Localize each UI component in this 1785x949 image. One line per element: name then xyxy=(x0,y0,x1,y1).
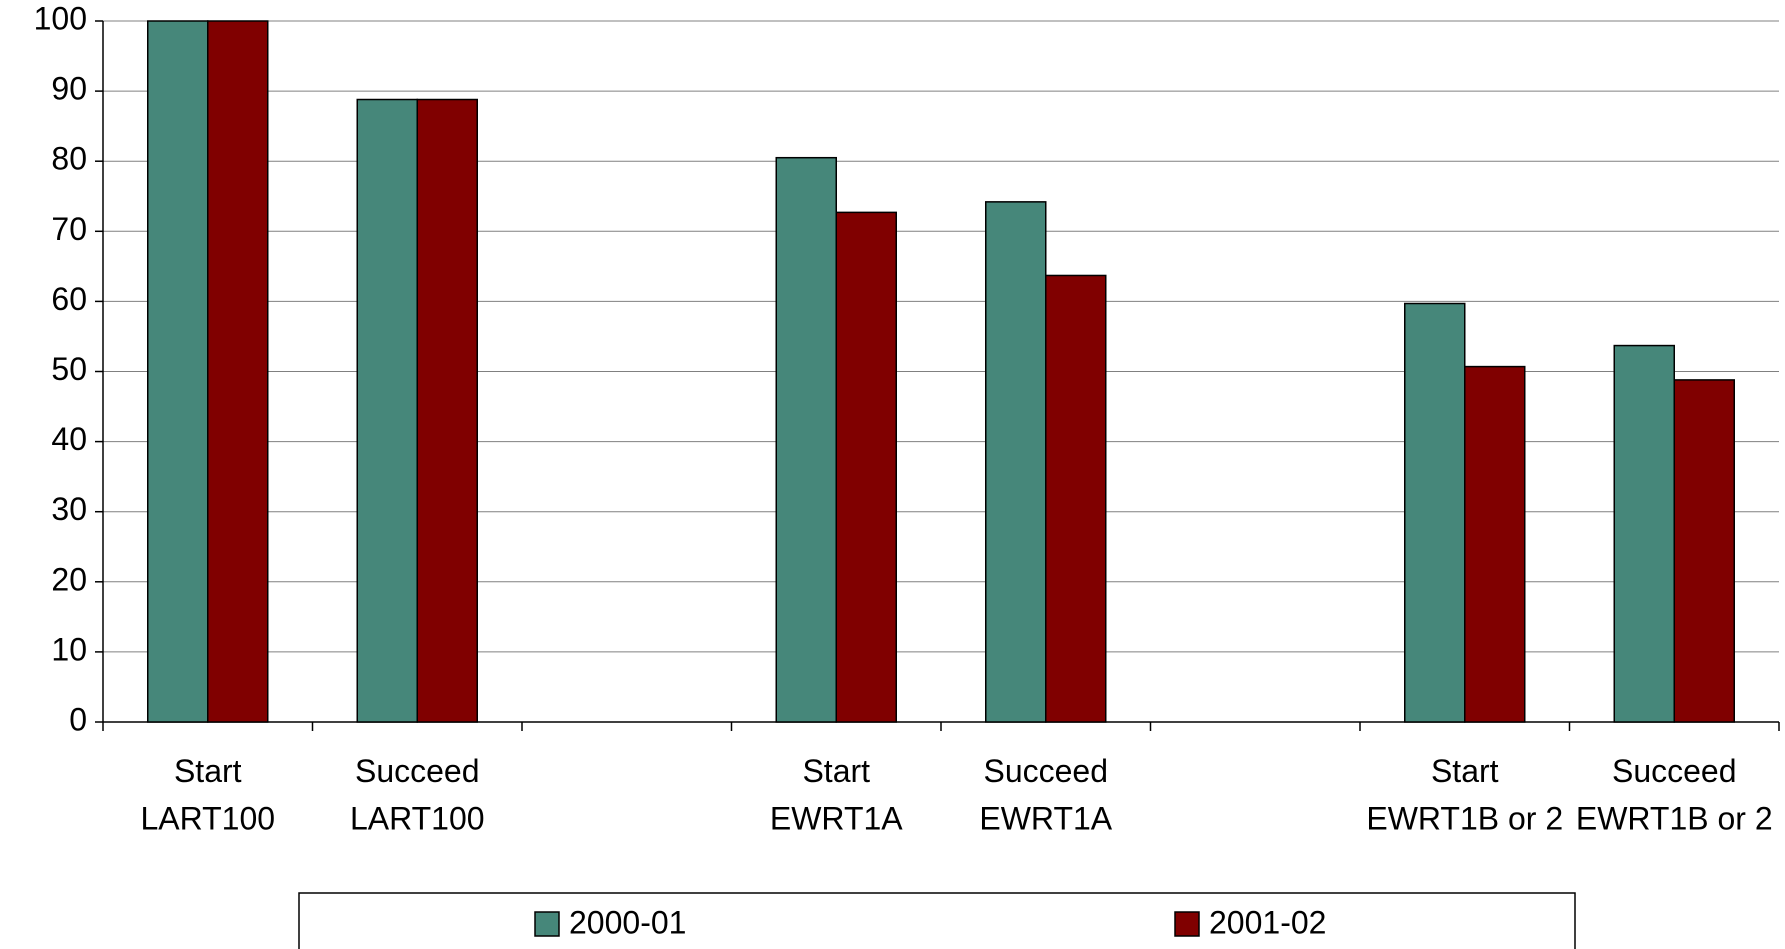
y-tick-label: 80 xyxy=(51,141,87,177)
bar xyxy=(985,201,1047,723)
x-tick-label: Start LART100 xyxy=(140,753,275,837)
y-tick-label: 60 xyxy=(51,281,87,317)
y-tick-label: 90 xyxy=(51,71,87,107)
y-tick-label: 100 xyxy=(34,0,87,36)
legend-label: 2000-01 xyxy=(569,904,686,940)
y-tick-label: 0 xyxy=(69,701,87,737)
x-tick-label: Start EWRT1B or 2 xyxy=(1366,753,1563,837)
legend-label: 2001-02 xyxy=(1209,904,1326,940)
bar xyxy=(1404,302,1466,723)
legend-box xyxy=(298,892,1576,949)
bar xyxy=(416,98,478,723)
y-tick-label: 20 xyxy=(51,561,87,597)
y-tick-label: 40 xyxy=(51,421,87,457)
x-tick-label: Succeed EWRT1A xyxy=(979,753,1112,837)
y-tick-label: 50 xyxy=(51,351,87,387)
x-tick-label: Succeed LART100 xyxy=(350,753,485,837)
x-tick-label: Succeed EWRT1B or 2 xyxy=(1576,753,1773,837)
bar xyxy=(775,156,837,723)
legend-swatch xyxy=(534,911,560,937)
bar xyxy=(207,20,269,723)
bar xyxy=(1673,379,1735,723)
bar xyxy=(356,98,418,723)
bar xyxy=(1045,274,1107,723)
bar xyxy=(1613,344,1675,723)
bar xyxy=(1464,365,1526,723)
bar xyxy=(147,20,209,723)
y-tick-label: 10 xyxy=(51,631,87,667)
bar xyxy=(835,211,897,723)
y-tick-label: 30 xyxy=(51,491,87,527)
y-tick-label: 70 xyxy=(51,211,87,247)
x-tick-label: Start EWRT1A xyxy=(770,753,903,837)
legend-swatch xyxy=(1174,911,1200,937)
